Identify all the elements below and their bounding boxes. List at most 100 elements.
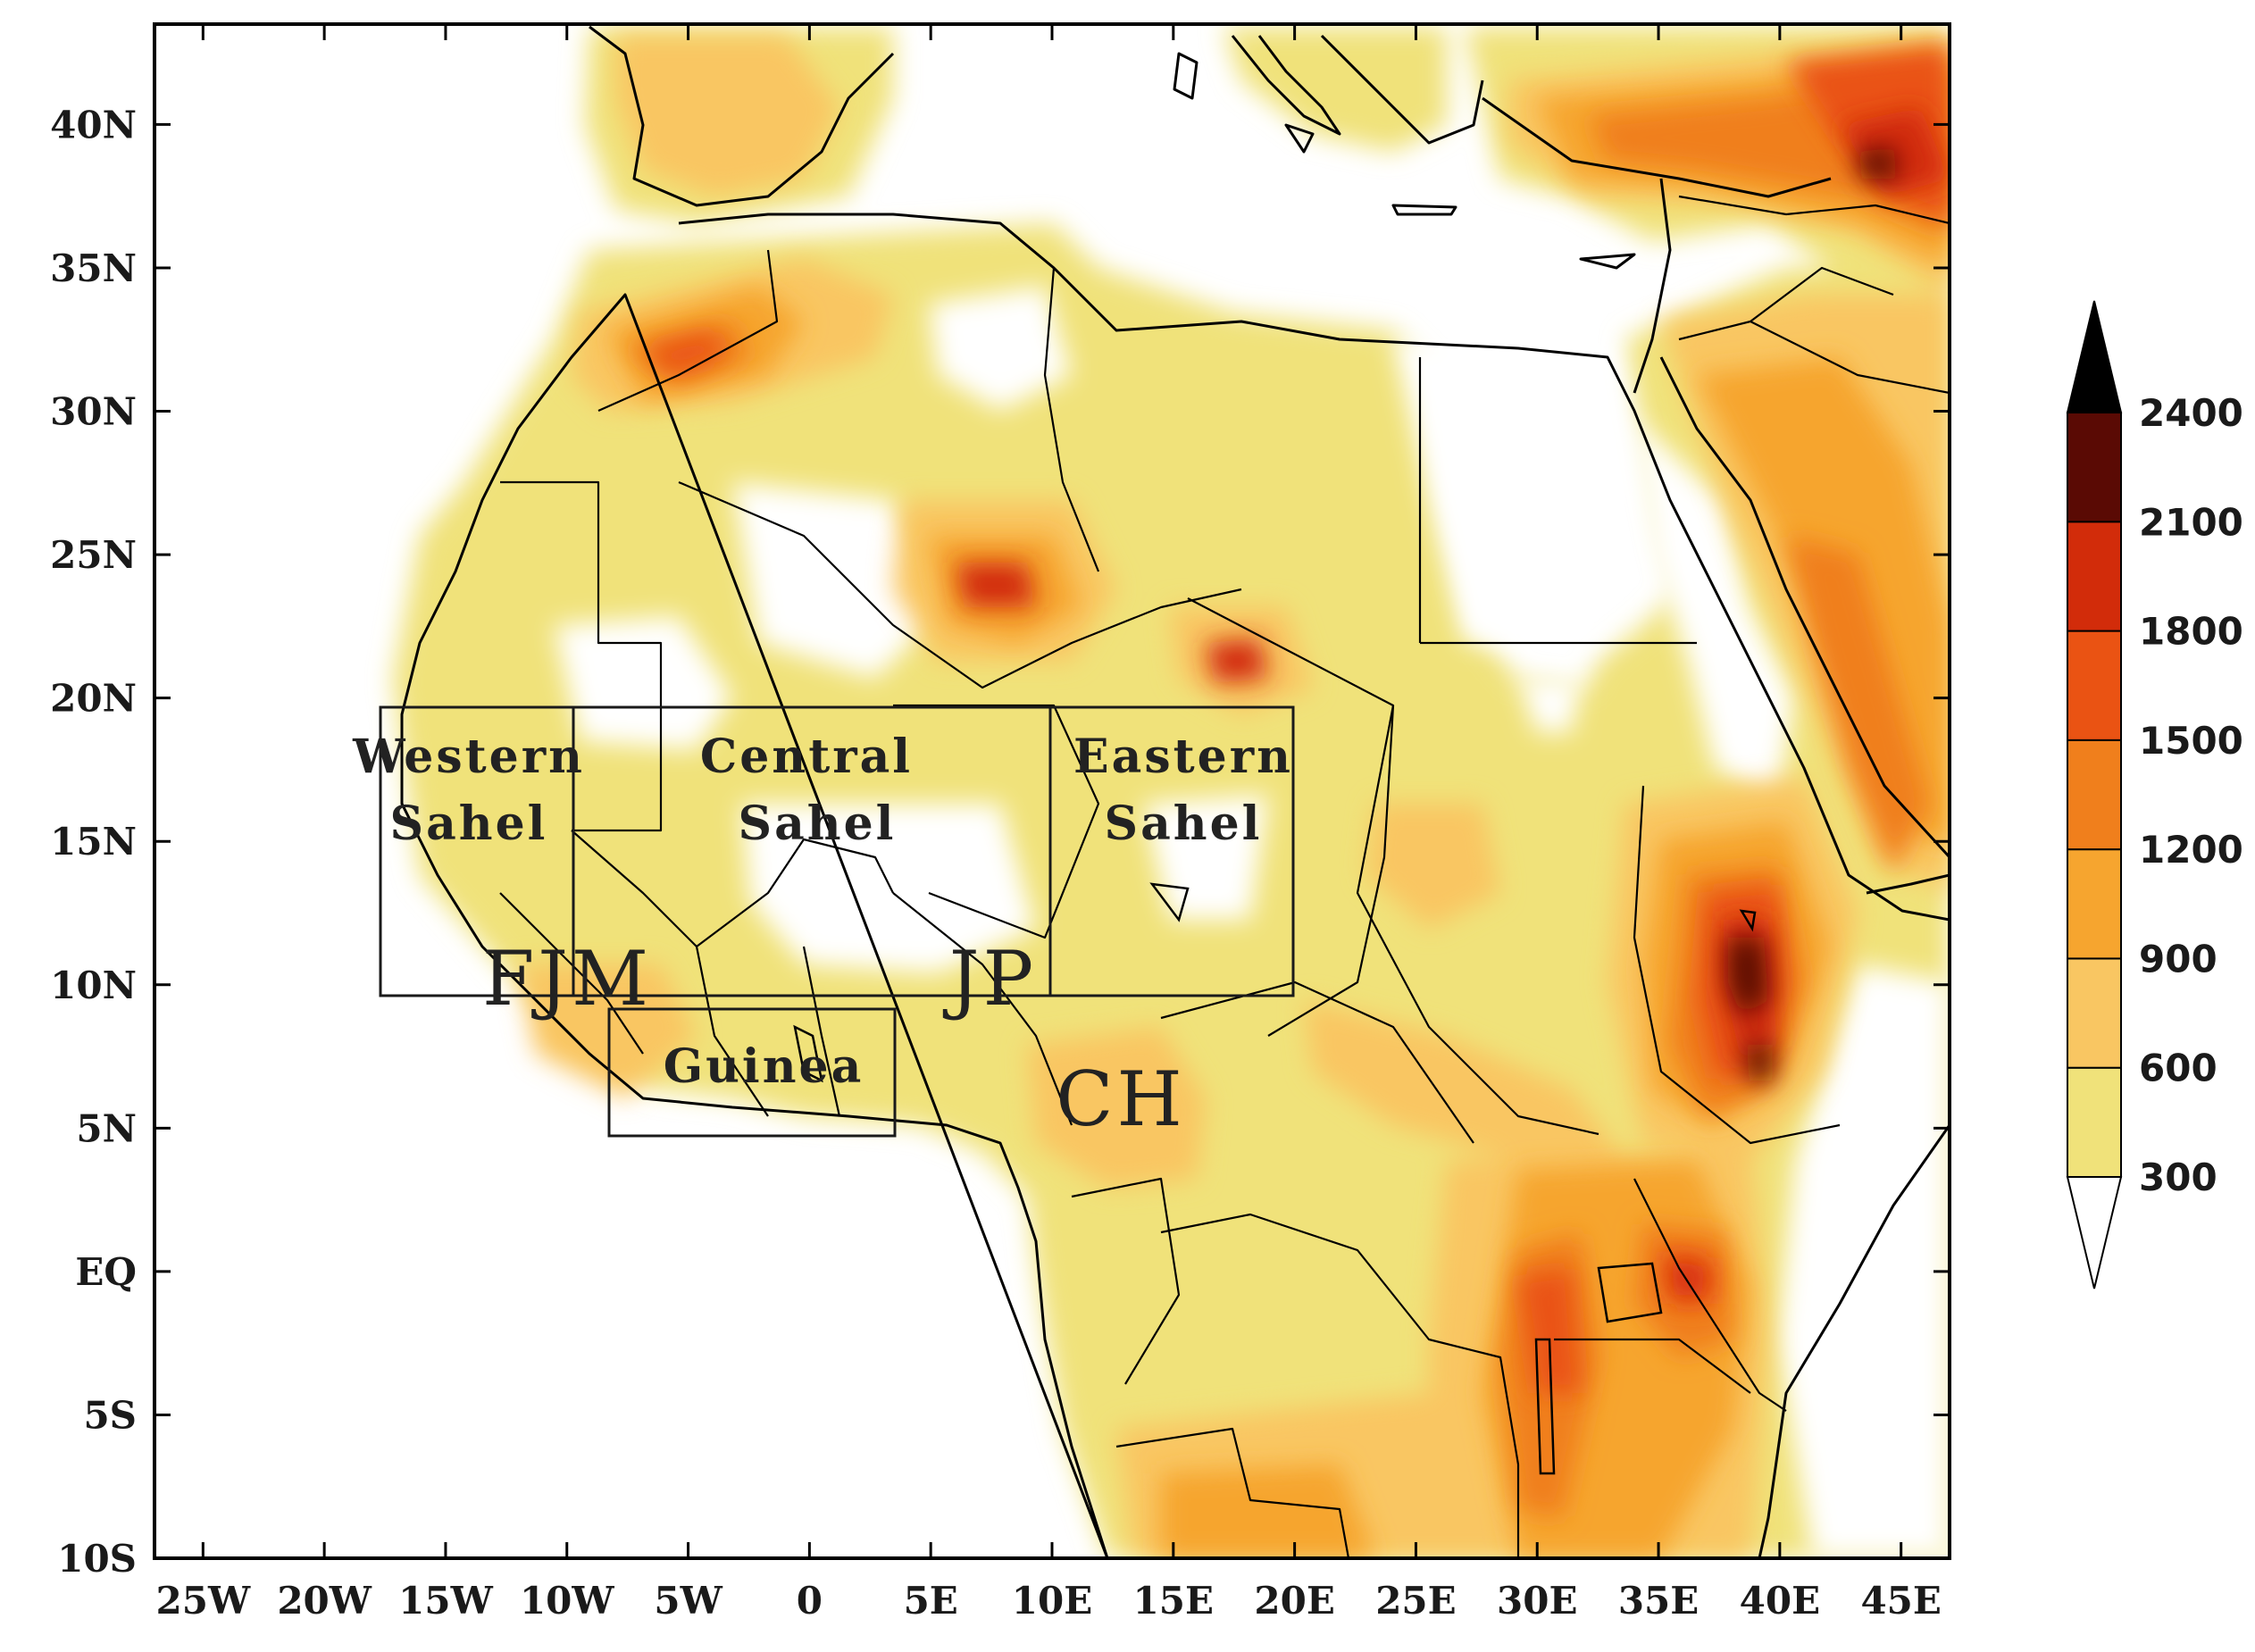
lake-chad bbox=[1149, 882, 1190, 922]
border-chad bbox=[1187, 597, 1395, 1037]
lat-tick-label: 5N bbox=[76, 1106, 137, 1150]
lon-tick-label: 40E bbox=[1740, 1579, 1820, 1623]
lake-tanganyika bbox=[1534, 1338, 1556, 1475]
shade-iberia-l2 bbox=[616, 36, 839, 196]
region-boxes bbox=[379, 705, 1295, 1138]
lat-tick-label: 10S bbox=[57, 1537, 137, 1581]
region-labels: Western Sahel Central Sahel Eastern Sahe… bbox=[352, 730, 1290, 1094]
site-label-fjm: FJM bbox=[482, 935, 652, 1022]
colorbar-segment-3 bbox=[2067, 738, 2122, 851]
colorbar-label: 1200 bbox=[2139, 828, 2243, 872]
shade-hoggar-l6 bbox=[956, 563, 1036, 607]
shade-guinea-coast-l2 bbox=[518, 964, 697, 1098]
lat-tick-label: 35N bbox=[50, 246, 137, 290]
coast-turkey bbox=[1482, 96, 1832, 198]
lake-tana bbox=[1739, 909, 1757, 932]
lat-tick-label: 30N bbox=[50, 390, 137, 434]
lon-tick-label: 0 bbox=[797, 1579, 823, 1623]
border-ethiopia bbox=[1633, 785, 1841, 1145]
border-niger bbox=[893, 704, 1100, 939]
colorbar-over-triangle bbox=[2066, 300, 2123, 413]
lon-tick-label: 20E bbox=[1254, 1579, 1334, 1623]
shade-rwanda-l5 bbox=[1518, 1268, 1581, 1393]
colorbar-segment-1 bbox=[2067, 957, 2122, 1069]
dry-area-sahara-west bbox=[554, 616, 732, 750]
shade-ethiopia-south-l7 bbox=[1746, 1045, 1773, 1080]
colorbar: 300 600 900 1200 1500 1800 2100 2400 bbox=[2066, 300, 2243, 1289]
border-cote-ivoire bbox=[695, 946, 769, 1117]
coast-levant bbox=[1633, 178, 1672, 394]
lat-tick-label: 20N bbox=[50, 677, 137, 721]
lat-tick-label: 5S bbox=[83, 1393, 137, 1437]
border-congo bbox=[1071, 1177, 1181, 1385]
central-sahel-label-line1: Central bbox=[700, 730, 913, 784]
coast-redsea-east bbox=[1659, 356, 1950, 859]
border-west-africa bbox=[571, 830, 894, 948]
border-drc bbox=[1160, 1213, 1520, 1558]
lat-tick-label: 40N bbox=[50, 103, 137, 146]
lon-tick-label: 10W bbox=[520, 1579, 614, 1623]
central-sahel-label-line2: Sahel bbox=[739, 797, 897, 851]
border-ghana bbox=[802, 946, 841, 1117]
lon-tick-label: 20W bbox=[277, 1579, 372, 1623]
lat-tick-label: 15N bbox=[50, 820, 137, 864]
eastern-sahel-label-line2: Sahel bbox=[1105, 797, 1263, 851]
shade-caucasus-l7 bbox=[1858, 147, 1898, 179]
shade-sudan-l2 bbox=[1366, 804, 1500, 929]
dry-area-sahara-east bbox=[1393, 339, 1625, 643]
coast-cyprus bbox=[1579, 253, 1636, 270]
lon-tick-label: 25W bbox=[156, 1579, 251, 1623]
shade-tibesti-l6 bbox=[1206, 638, 1268, 683]
site-labels: FJM JP CH bbox=[482, 935, 1186, 1143]
shade-angola-l3 bbox=[1161, 1464, 1375, 1558]
shade-ethiopia-l7 bbox=[1728, 938, 1768, 1018]
colorbar-label: 1800 bbox=[2139, 610, 2243, 654]
site-label-ch: CH bbox=[1056, 1055, 1186, 1143]
lon-tick-label: 30E bbox=[1497, 1579, 1577, 1623]
lon-tick-label: 15E bbox=[1133, 1579, 1214, 1623]
coast-gulf-aden bbox=[1866, 873, 1950, 895]
western-sahel-label-line2: Sahel bbox=[390, 797, 548, 851]
colorbar-label: 2100 bbox=[2139, 500, 2243, 544]
country-borders bbox=[499, 195, 1950, 1558]
dry-area-lake-chad bbox=[1143, 795, 1268, 920]
lake-victoria bbox=[1597, 1262, 1663, 1323]
lon-tick-label: 45E bbox=[1860, 1579, 1941, 1623]
lon-tick-label: 5E bbox=[904, 1579, 958, 1623]
shade-cameroon-l2 bbox=[1027, 1027, 1206, 1188]
colorbar-segment-6 bbox=[2067, 412, 2122, 523]
border-car bbox=[1160, 980, 1474, 1144]
lat-tick-label: 10N bbox=[50, 964, 137, 1007]
coast-iberia bbox=[589, 25, 895, 207]
shade-morocco-l5 bbox=[643, 330, 723, 375]
shade-arabia-l4 bbox=[1786, 536, 1929, 875]
precipitation-shading bbox=[393, 27, 1950, 1558]
box-eastern-sahel bbox=[1048, 705, 1295, 997]
colorbar-segment-2 bbox=[2067, 848, 2122, 960]
dry-area-libya bbox=[929, 286, 1072, 411]
colorbar-segment-5 bbox=[2067, 521, 2122, 632]
lon-tick-label: 25E bbox=[1375, 1579, 1456, 1623]
coast-italy bbox=[1231, 35, 1341, 136]
border-algeria-mali bbox=[678, 480, 1242, 689]
colorbar-label: 2400 bbox=[2139, 391, 2243, 435]
shade-central-africa-l2 bbox=[1304, 1000, 1625, 1161]
lat-tick-label: 25N bbox=[50, 533, 137, 577]
lat-tick-label: EQ bbox=[75, 1250, 137, 1294]
border-iraq bbox=[1750, 266, 1894, 322]
border-tanzania bbox=[1554, 1338, 1751, 1394]
border-guinea bbox=[499, 892, 644, 1055]
border-nigeria bbox=[892, 892, 1073, 1126]
border-angola bbox=[1115, 1427, 1350, 1558]
colorbar-segment-4 bbox=[2067, 630, 2122, 741]
western-sahel-label-line1: Western bbox=[352, 730, 585, 784]
colorbar-label: 600 bbox=[2139, 1047, 2217, 1090]
colorbar-label: 1500 bbox=[2139, 719, 2243, 763]
lon-tick-label: 35E bbox=[1618, 1579, 1699, 1623]
border-algeria-libya bbox=[1043, 267, 1100, 572]
dry-area-sahel-central bbox=[741, 804, 1036, 973]
lakes bbox=[793, 882, 1757, 1475]
colorbar-segment-0 bbox=[2067, 1066, 2122, 1178]
guinea-label: Guinea bbox=[664, 1039, 864, 1094]
